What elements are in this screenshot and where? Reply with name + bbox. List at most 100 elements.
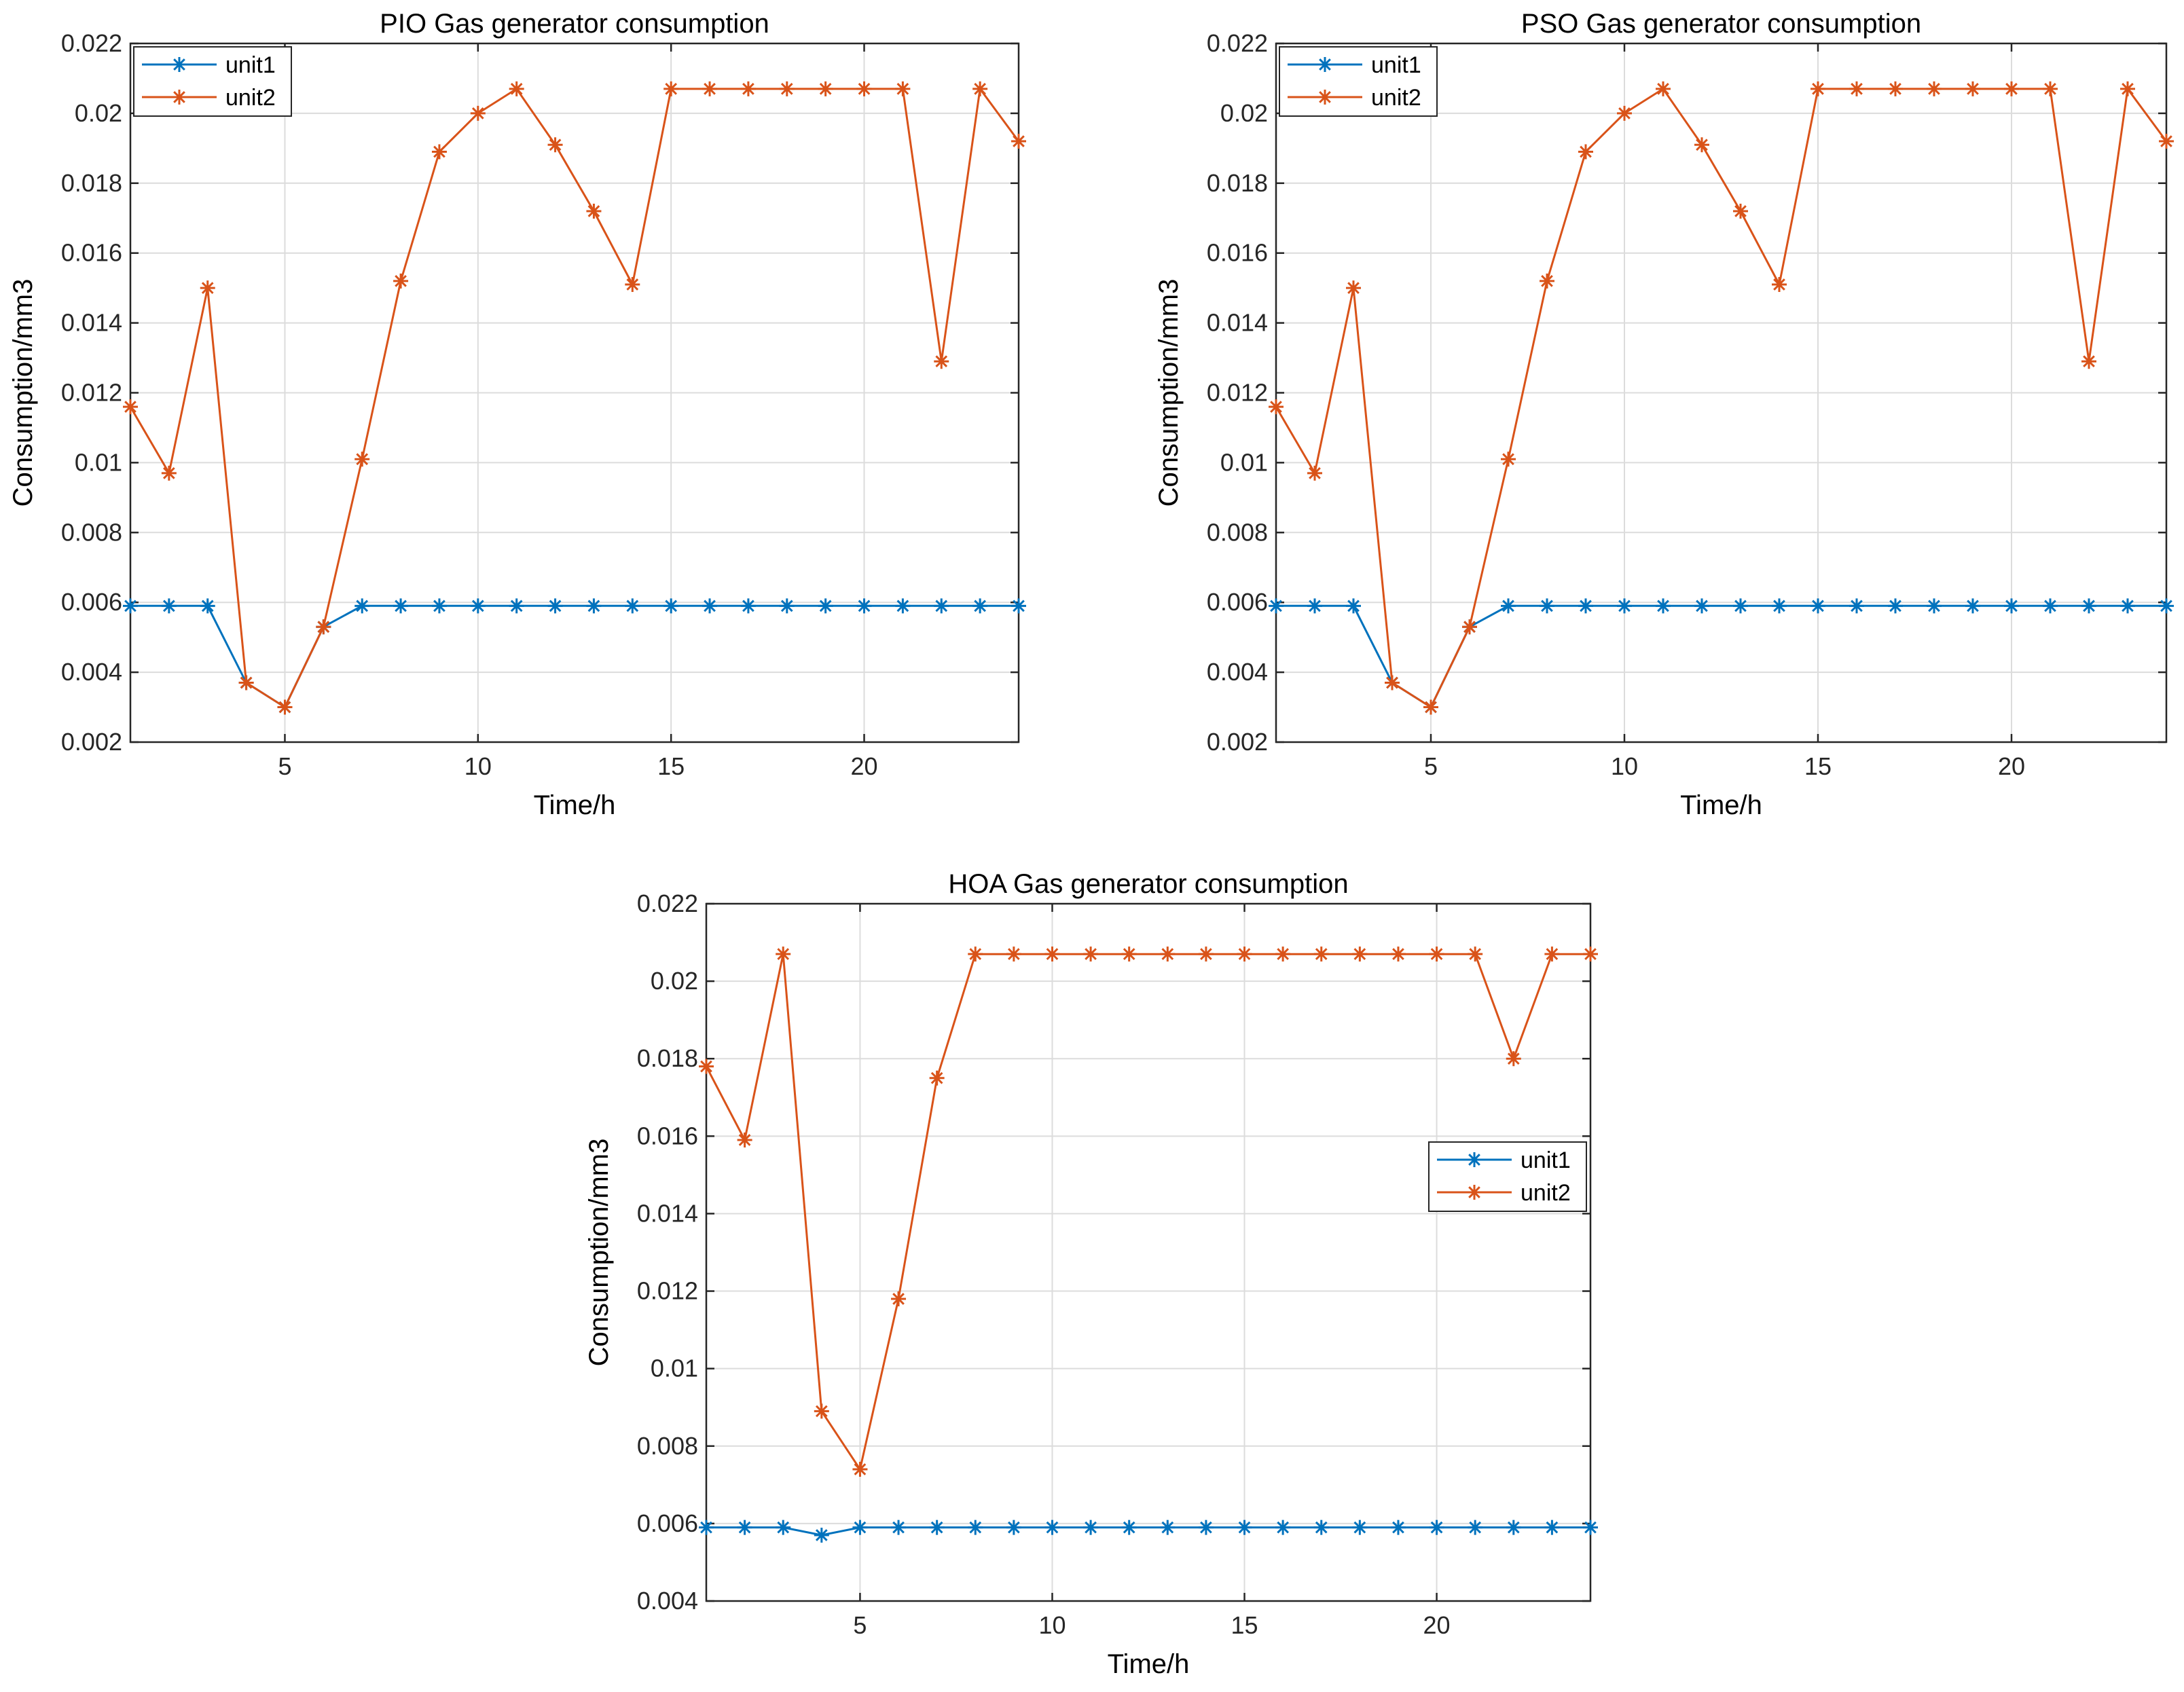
data-point xyxy=(316,619,331,635)
legend-box xyxy=(1428,1141,1587,1212)
data-point xyxy=(1733,203,1748,219)
legend-label: unit1 xyxy=(225,52,276,78)
y-tick-label: 0.022 xyxy=(1207,29,1268,57)
data-point xyxy=(968,946,983,962)
data-point xyxy=(1578,598,1593,614)
chart-title: PSO Gas generator consumption xyxy=(1521,9,1921,39)
data-point xyxy=(1694,598,1709,614)
data-point xyxy=(663,81,679,96)
data-point xyxy=(1772,598,1787,614)
y-tick-label: 0.016 xyxy=(61,239,122,267)
data-point xyxy=(1810,598,1825,614)
legend-marker xyxy=(1317,57,1332,72)
y-tick-label: 0.002 xyxy=(1207,728,1268,756)
data-point xyxy=(856,598,872,614)
data-point xyxy=(1006,946,1021,962)
data-point xyxy=(818,598,833,614)
data-point xyxy=(1160,946,1176,962)
chart-panel-2: 5 10 15 20 0.002 0.004 0.006 0.008 0.01 0.012 0.01… xyxy=(1154,9,2174,820)
y-tick-label: 0.008 xyxy=(637,1432,698,1460)
data-point xyxy=(1307,598,1322,614)
data-point xyxy=(2043,81,2058,96)
data-point xyxy=(663,598,679,614)
data-point xyxy=(1198,1520,1214,1535)
x-tick-label: 20 xyxy=(1998,752,2025,780)
x-tick-label: 15 xyxy=(657,752,685,780)
data-point xyxy=(972,598,988,614)
data-point xyxy=(1501,598,1516,614)
data-point xyxy=(470,105,486,121)
data-point xyxy=(737,1520,752,1535)
chart-title: PIO Gas generator consumption xyxy=(380,9,769,39)
data-point xyxy=(1927,598,1942,614)
y-tick-label: 0.022 xyxy=(637,889,698,917)
y-tick-label: 0.002 xyxy=(61,728,122,756)
data-point xyxy=(470,598,486,614)
data-point xyxy=(1083,946,1099,962)
legend-marker xyxy=(1317,90,1332,105)
data-point xyxy=(699,1520,714,1535)
data-point xyxy=(856,81,872,96)
data-point xyxy=(2120,598,2135,614)
data-point xyxy=(1346,280,1361,296)
data-point xyxy=(776,1520,791,1535)
legend-box xyxy=(133,46,292,117)
data-point xyxy=(702,81,718,96)
data-point xyxy=(891,1520,907,1535)
data-point xyxy=(1313,1520,1329,1535)
data-point xyxy=(1583,946,1598,962)
data-point xyxy=(547,598,563,614)
data-point xyxy=(1390,1520,1406,1535)
x-tick-label: 10 xyxy=(465,752,492,780)
data-point xyxy=(586,203,602,219)
y-tick-label: 0.012 xyxy=(637,1277,698,1305)
data-point xyxy=(1772,277,1787,293)
data-point xyxy=(814,1403,829,1419)
y-tick-label: 0.01 xyxy=(75,448,122,476)
data-point xyxy=(1544,946,1560,962)
data-point xyxy=(1352,1520,1368,1535)
y-tick-label: 0.018 xyxy=(1207,169,1268,197)
x-tick-label: 20 xyxy=(850,752,877,780)
data-point xyxy=(1160,1520,1176,1535)
data-point xyxy=(2004,598,2019,614)
y-tick-label: 0.008 xyxy=(61,518,122,546)
data-point xyxy=(393,598,409,614)
data-point xyxy=(123,399,138,415)
legend-label: unit2 xyxy=(1521,1180,1571,1206)
x-axis-label: Time/h xyxy=(1680,790,1762,820)
legend-box xyxy=(1279,46,1438,117)
data-point xyxy=(547,137,563,153)
legend-label: unit2 xyxy=(225,85,276,111)
y-tick-label: 0.018 xyxy=(637,1044,698,1072)
data-point xyxy=(1198,946,1214,962)
data-point xyxy=(1390,946,1406,962)
y-tick-label: 0.008 xyxy=(1207,518,1268,546)
data-point xyxy=(354,452,370,467)
legend: unit1 unit2 xyxy=(133,46,292,117)
data-point xyxy=(161,598,177,614)
data-point xyxy=(737,1133,752,1148)
data-point xyxy=(895,598,911,614)
data-point xyxy=(1275,1520,1291,1535)
data-point xyxy=(699,1059,714,1074)
y-tick-label: 0.02 xyxy=(1220,99,1268,127)
data-point xyxy=(702,598,718,614)
data-point xyxy=(1468,946,1483,962)
data-point xyxy=(161,465,177,481)
y-axis-label: Consumption/mm3 xyxy=(8,279,38,507)
legend: unit1 unit2 xyxy=(1279,46,1438,117)
data-point xyxy=(200,598,215,614)
series-unit1 xyxy=(699,1520,1598,1543)
data-point xyxy=(625,277,640,293)
data-point xyxy=(1313,946,1329,962)
data-point xyxy=(1965,81,1980,96)
data-point xyxy=(2081,354,2096,369)
legend-marker xyxy=(172,57,187,72)
data-point xyxy=(1583,1520,1598,1535)
data-point xyxy=(1506,1051,1521,1067)
data-point xyxy=(1237,1520,1252,1535)
data-point xyxy=(2159,134,2174,149)
data-point xyxy=(1578,144,1593,160)
